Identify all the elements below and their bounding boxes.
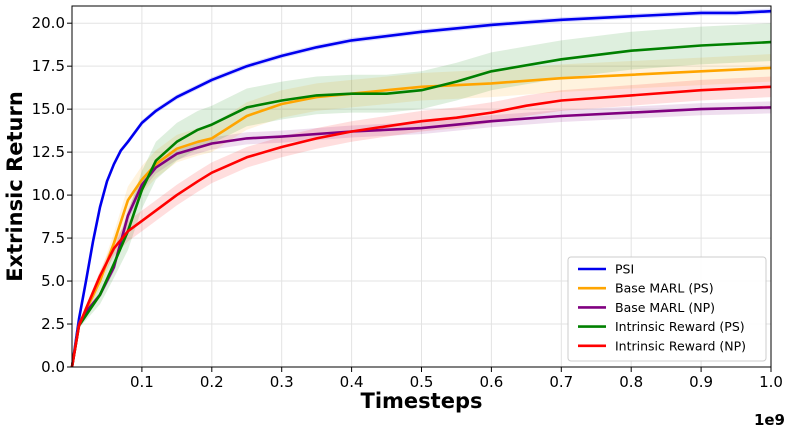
x-axis-label: Timesteps: [361, 389, 483, 413]
intrinsic-reward-ps-band: [72, 23, 771, 367]
legend-box: [567, 256, 767, 362]
x-tick-label: 0.8: [619, 373, 643, 391]
x-tick-label: 0.5: [410, 373, 434, 391]
y-tick-label: 15.0: [32, 100, 65, 118]
x-tick-label: 1.0: [759, 373, 783, 391]
x-tick-label: 0.1: [130, 373, 154, 391]
y-tick-label: 0.0: [41, 358, 65, 376]
x-tick-label: 0.4: [340, 373, 364, 391]
intrinsic-reward-np-line: [70, 85, 772, 368]
y-tick-label: 2.5: [41, 315, 65, 333]
y-ticks: 0.0 2.5 5.0 7.5 10.0 12.5 15.0 17.5 20.0: [32, 14, 72, 376]
intrinsic-reward-np-band: [72, 76, 771, 367]
intrinsic-reward-ps-line: [70, 40, 772, 368]
confidence-bands: [72, 8, 771, 368]
legend-label-intrinsic-reward-np: Intrinsic Reward (NP): [615, 338, 746, 353]
psi-line: [70, 9, 772, 368]
legend-label-base-marl-ps: Base MARL (PS): [615, 281, 714, 296]
y-axis-label: Extrinsic Return: [3, 91, 27, 282]
legend-label-base-marl-np: Base MARL (NP): [615, 300, 715, 315]
grid: [72, 6, 772, 368]
y-tick-label: 17.5: [32, 57, 65, 75]
legend-label-intrinsic-reward-ps: Intrinsic Reward (PS): [615, 319, 745, 334]
x-tick-label: 0.7: [549, 373, 573, 391]
x-tick-label: 0.2: [200, 373, 224, 391]
x-axis-multiplier: 1e9: [754, 411, 785, 429]
x-tick-label: 0.9: [689, 373, 713, 391]
y-tick-label: 20.0: [32, 14, 65, 32]
legend[interactable]: PSI Base MARL (PS) Base MARL (NP) Intrinsic…: [567, 256, 767, 362]
x-ticks: 0.1 0.2 0.3 0.4 0.5 0.6 0.7 0.8 0.9 1.0: [130, 367, 783, 391]
y-tick-label: 12.5: [32, 143, 65, 161]
legend-label-psi: PSI: [615, 262, 634, 277]
x-tick-label: 0.6: [479, 373, 503, 391]
y-tick-label: 10.0: [32, 186, 65, 204]
y-tick-label: 7.5: [41, 229, 65, 247]
series-lines: [70, 9, 772, 368]
y-tick-label: 5.0: [41, 272, 65, 290]
x-tick-label: 0.3: [270, 373, 294, 391]
